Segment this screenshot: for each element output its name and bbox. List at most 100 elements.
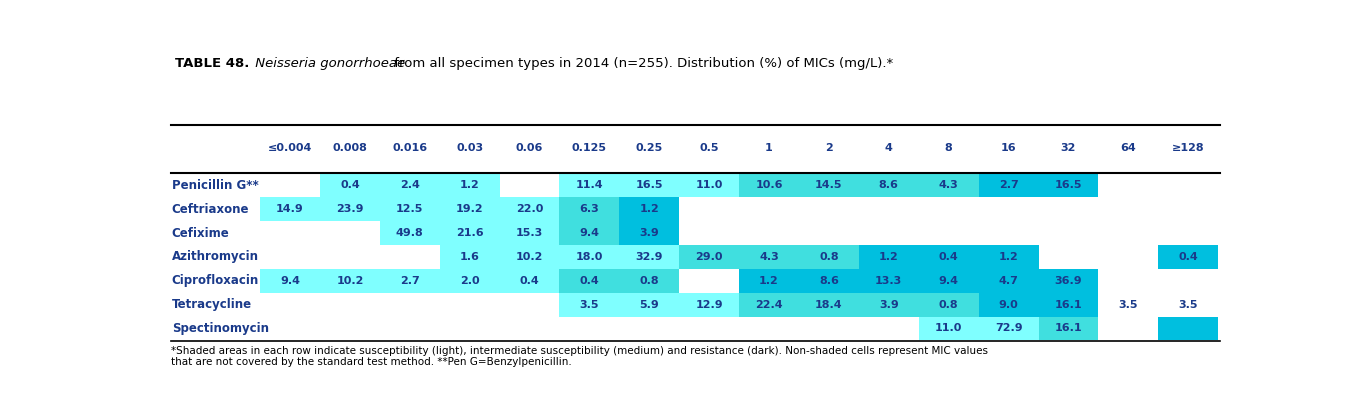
Bar bbox=[919, 317, 978, 340]
Text: 9.0: 9.0 bbox=[999, 300, 1019, 310]
Bar bbox=[740, 293, 799, 317]
Bar bbox=[440, 173, 499, 197]
Text: 4.3: 4.3 bbox=[939, 180, 958, 191]
Bar bbox=[978, 173, 1038, 197]
Bar bbox=[559, 221, 619, 245]
Bar bbox=[261, 269, 320, 293]
Bar bbox=[740, 173, 799, 197]
Text: 0.4: 0.4 bbox=[520, 276, 539, 286]
Text: 29.0: 29.0 bbox=[695, 252, 723, 262]
Bar bbox=[919, 173, 978, 197]
Text: 1.2: 1.2 bbox=[759, 276, 779, 286]
Text: Cefixime: Cefixime bbox=[172, 227, 229, 240]
Bar bbox=[680, 173, 740, 197]
Bar bbox=[619, 245, 680, 269]
Text: 2: 2 bbox=[825, 143, 833, 153]
Bar bbox=[320, 269, 380, 293]
Bar bbox=[619, 197, 680, 221]
Text: 0.4: 0.4 bbox=[939, 252, 958, 262]
Bar bbox=[380, 269, 440, 293]
Bar bbox=[559, 173, 619, 197]
Text: 4.3: 4.3 bbox=[759, 252, 779, 262]
Bar bbox=[859, 293, 919, 317]
Text: 32.9: 32.9 bbox=[635, 252, 664, 262]
Bar bbox=[559, 245, 619, 269]
Text: Spectinomycin: Spectinomycin bbox=[172, 322, 269, 335]
Text: 0.06: 0.06 bbox=[516, 143, 543, 153]
Text: 3.5: 3.5 bbox=[1118, 300, 1139, 310]
Text: 1.2: 1.2 bbox=[460, 180, 479, 191]
Bar bbox=[559, 269, 619, 293]
Text: 11.0: 11.0 bbox=[935, 324, 962, 333]
Bar bbox=[440, 197, 499, 221]
Text: 18.0: 18.0 bbox=[575, 252, 603, 262]
Text: 4: 4 bbox=[885, 143, 893, 153]
Text: 10.2: 10.2 bbox=[337, 276, 364, 286]
Text: 16.5: 16.5 bbox=[635, 180, 664, 191]
Text: 12.9: 12.9 bbox=[695, 300, 723, 310]
Text: 2.7: 2.7 bbox=[999, 180, 1019, 191]
Text: 2.0: 2.0 bbox=[460, 276, 479, 286]
Text: Penicillin G**: Penicillin G** bbox=[172, 179, 258, 192]
Bar bbox=[619, 221, 680, 245]
Bar bbox=[740, 245, 799, 269]
Bar bbox=[799, 173, 859, 197]
Bar bbox=[320, 197, 380, 221]
Text: 9.4: 9.4 bbox=[939, 276, 958, 286]
Text: Neisseria gonorrhoeae: Neisseria gonorrhoeae bbox=[251, 57, 404, 70]
Text: 10.2: 10.2 bbox=[516, 252, 543, 262]
Text: Tetracycline: Tetracycline bbox=[172, 298, 252, 311]
Text: 22.4: 22.4 bbox=[756, 300, 783, 310]
Bar bbox=[740, 269, 799, 293]
Bar bbox=[619, 293, 680, 317]
Bar bbox=[440, 221, 499, 245]
Bar bbox=[1038, 269, 1098, 293]
Text: 4.7: 4.7 bbox=[999, 276, 1019, 286]
Text: 0.125: 0.125 bbox=[571, 143, 607, 153]
Text: 3.9: 3.9 bbox=[639, 228, 660, 238]
Text: 8.6: 8.6 bbox=[879, 180, 898, 191]
Text: from all specimen types in 2014 (n=255). Distribution (%) of MICs (mg/L).*: from all specimen types in 2014 (n=255).… bbox=[391, 57, 894, 70]
Text: 14.5: 14.5 bbox=[816, 180, 843, 191]
Text: 13.3: 13.3 bbox=[875, 276, 902, 286]
Text: 14.9: 14.9 bbox=[275, 204, 304, 214]
Bar bbox=[978, 245, 1038, 269]
Text: 0.4: 0.4 bbox=[579, 276, 600, 286]
Text: 6.3: 6.3 bbox=[579, 204, 600, 214]
Text: 22.0: 22.0 bbox=[516, 204, 543, 214]
Text: 16.1: 16.1 bbox=[1054, 324, 1083, 333]
Bar bbox=[1038, 293, 1098, 317]
Text: 32: 32 bbox=[1061, 143, 1076, 153]
Text: 0.8: 0.8 bbox=[939, 300, 958, 310]
Text: 8: 8 bbox=[944, 143, 953, 153]
Text: 2.4: 2.4 bbox=[400, 180, 419, 191]
Text: 19.2: 19.2 bbox=[456, 204, 483, 214]
Text: 10.6: 10.6 bbox=[756, 180, 783, 191]
Bar bbox=[499, 221, 559, 245]
Text: 12.5: 12.5 bbox=[396, 204, 423, 214]
Text: 0.4: 0.4 bbox=[341, 180, 360, 191]
Bar bbox=[440, 269, 499, 293]
Text: 11.0: 11.0 bbox=[696, 180, 723, 191]
Text: 2.7: 2.7 bbox=[400, 276, 419, 286]
Bar bbox=[380, 197, 440, 221]
Bar bbox=[1159, 317, 1219, 340]
Text: ≥128: ≥128 bbox=[1172, 143, 1205, 153]
Text: 1: 1 bbox=[765, 143, 773, 153]
Bar bbox=[619, 269, 680, 293]
Bar bbox=[680, 245, 740, 269]
Text: 49.8: 49.8 bbox=[396, 228, 423, 238]
Text: 3.5: 3.5 bbox=[1178, 300, 1198, 310]
Text: 0.5: 0.5 bbox=[699, 143, 719, 153]
Text: 16.5: 16.5 bbox=[1054, 180, 1082, 191]
Bar bbox=[978, 269, 1038, 293]
Text: 0.008: 0.008 bbox=[332, 143, 368, 153]
Bar bbox=[559, 197, 619, 221]
Bar bbox=[261, 197, 320, 221]
Text: 9.4: 9.4 bbox=[579, 228, 600, 238]
Text: 3.5: 3.5 bbox=[579, 300, 600, 310]
Text: 16: 16 bbox=[1000, 143, 1016, 153]
Text: 0.8: 0.8 bbox=[639, 276, 660, 286]
Bar bbox=[380, 221, 440, 245]
Text: 3.9: 3.9 bbox=[879, 300, 898, 310]
